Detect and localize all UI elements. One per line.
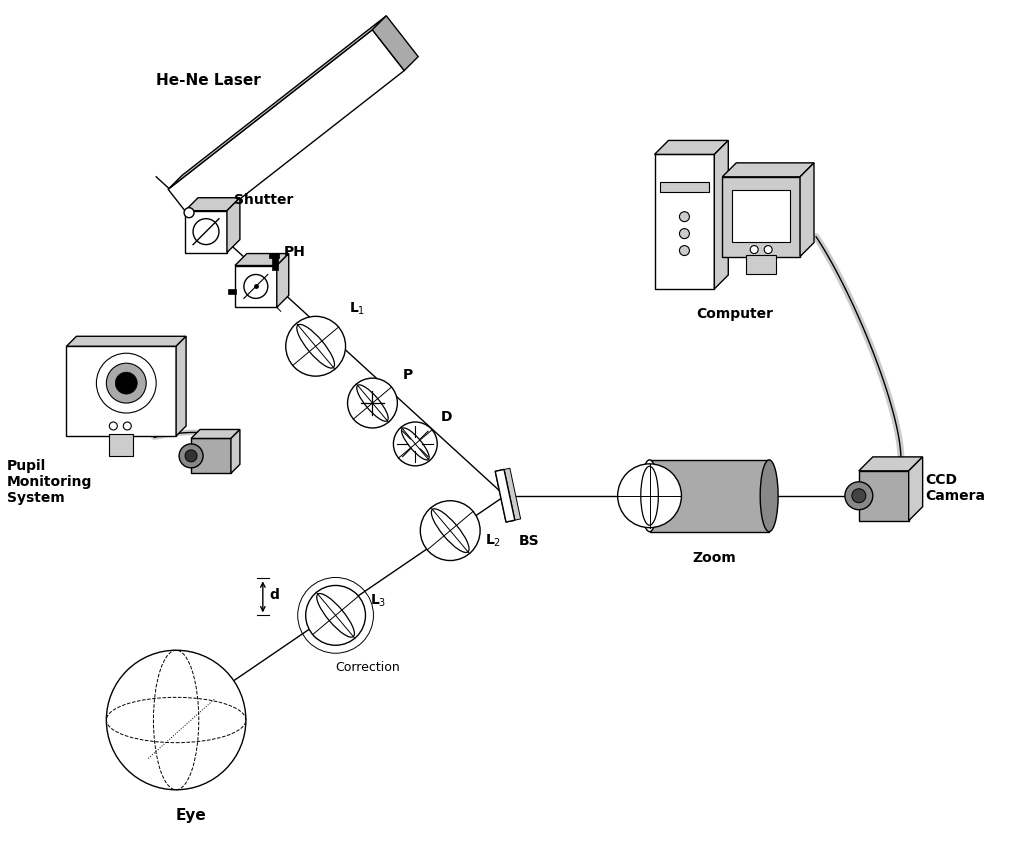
Circle shape <box>852 489 866 503</box>
Polygon shape <box>235 253 288 266</box>
Circle shape <box>306 585 365 645</box>
Polygon shape <box>235 266 277 307</box>
Circle shape <box>123 422 131 430</box>
Text: L$_1$: L$_1$ <box>349 300 365 316</box>
Polygon shape <box>191 438 231 473</box>
Text: P: P <box>402 368 412 382</box>
Polygon shape <box>859 457 922 471</box>
Bar <box>228 289 236 294</box>
Polygon shape <box>501 468 520 521</box>
Circle shape <box>421 500 480 561</box>
Text: L$_3$: L$_3$ <box>370 592 387 609</box>
Circle shape <box>618 464 681 527</box>
Polygon shape <box>496 469 515 522</box>
Text: Correction: Correction <box>336 661 400 674</box>
Text: PH: PH <box>284 245 306 258</box>
Polygon shape <box>67 336 186 346</box>
Polygon shape <box>277 253 288 307</box>
Polygon shape <box>859 471 909 521</box>
Bar <box>67 346 176 436</box>
Circle shape <box>180 444 203 468</box>
Text: CCD
Camera: CCD Camera <box>925 473 986 503</box>
Text: Computer: Computer <box>696 307 773 321</box>
Ellipse shape <box>641 466 659 526</box>
Circle shape <box>96 353 156 413</box>
Circle shape <box>110 422 117 430</box>
Text: He-Ne Laser: He-Ne Laser <box>156 72 261 87</box>
Ellipse shape <box>640 460 659 532</box>
Bar <box>110 434 133 456</box>
Ellipse shape <box>431 509 469 553</box>
Bar <box>655 155 714 289</box>
Ellipse shape <box>297 325 334 368</box>
Text: L$_2$: L$_2$ <box>485 532 502 549</box>
Circle shape <box>185 450 197 462</box>
Polygon shape <box>231 430 240 473</box>
Text: Eye: Eye <box>175 807 206 822</box>
Circle shape <box>286 316 346 376</box>
Bar <box>733 190 790 241</box>
Polygon shape <box>227 198 240 252</box>
Bar <box>746 255 776 274</box>
Circle shape <box>764 246 773 253</box>
Bar <box>272 256 278 269</box>
Circle shape <box>107 650 246 790</box>
Polygon shape <box>800 163 814 257</box>
Text: D: D <box>441 410 452 424</box>
Polygon shape <box>185 211 227 252</box>
Polygon shape <box>714 140 728 289</box>
Bar <box>269 252 279 257</box>
Circle shape <box>679 246 689 256</box>
Circle shape <box>844 482 873 510</box>
Polygon shape <box>168 29 404 230</box>
Bar <box>649 460 770 532</box>
Bar <box>660 182 709 192</box>
Circle shape <box>679 212 689 222</box>
Text: Pupil
Monitoring
System: Pupil Monitoring System <box>7 459 92 505</box>
Circle shape <box>184 208 194 218</box>
Circle shape <box>679 229 689 239</box>
Circle shape <box>193 219 219 245</box>
Circle shape <box>107 363 147 403</box>
Polygon shape <box>372 16 419 71</box>
Circle shape <box>750 246 758 253</box>
Text: BS: BS <box>519 534 540 547</box>
Ellipse shape <box>760 460 778 532</box>
Polygon shape <box>655 140 728 155</box>
Bar <box>722 177 800 257</box>
Circle shape <box>115 373 137 394</box>
Ellipse shape <box>401 428 429 460</box>
Polygon shape <box>191 430 240 438</box>
Polygon shape <box>168 16 387 189</box>
Ellipse shape <box>317 594 354 637</box>
Text: Shutter: Shutter <box>234 193 293 207</box>
Circle shape <box>244 274 268 299</box>
Polygon shape <box>722 163 814 177</box>
Ellipse shape <box>357 385 388 421</box>
Text: Zoom: Zoom <box>693 551 737 564</box>
Circle shape <box>348 378 397 428</box>
Polygon shape <box>185 198 240 211</box>
Circle shape <box>393 422 437 466</box>
Polygon shape <box>909 457 922 521</box>
Polygon shape <box>496 469 515 522</box>
Text: d: d <box>270 588 280 602</box>
Polygon shape <box>176 336 186 436</box>
